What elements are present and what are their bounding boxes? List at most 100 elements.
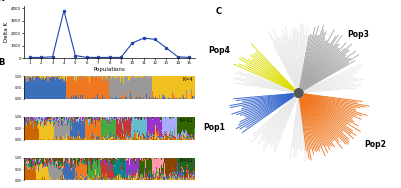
Bar [32, 121, 33, 122]
Bar [45, 120, 46, 121]
Bar [169, 176, 170, 177]
Bar [142, 76, 143, 78]
Bar [172, 158, 173, 165]
Bar [180, 138, 181, 139]
Bar [64, 117, 65, 120]
Bar [39, 77, 40, 78]
Bar [178, 178, 179, 180]
Bar [66, 161, 67, 162]
Bar [162, 137, 163, 138]
Bar [120, 174, 121, 177]
Bar [65, 76, 66, 99]
Bar [79, 136, 80, 139]
Bar [147, 179, 148, 180]
Bar [103, 177, 104, 179]
Bar [119, 77, 120, 98]
Bar [85, 158, 86, 159]
Bar [111, 178, 113, 179]
Bar [98, 117, 99, 121]
Bar [65, 161, 66, 162]
Bar [38, 129, 39, 140]
Bar [141, 76, 142, 77]
Bar [62, 119, 63, 121]
Bar [128, 122, 129, 135]
Bar [184, 138, 185, 139]
Bar [88, 77, 89, 99]
Bar [69, 139, 70, 140]
Bar [130, 89, 131, 93]
Bar [189, 176, 190, 177]
Bar [151, 158, 152, 177]
Bar [58, 117, 59, 120]
Bar [43, 139, 44, 140]
Bar [139, 178, 140, 180]
Bar [99, 78, 100, 98]
Bar [61, 122, 62, 125]
Bar [190, 76, 191, 99]
Bar [170, 165, 172, 166]
Bar [172, 165, 173, 166]
Bar [25, 159, 26, 160]
Bar [75, 76, 76, 77]
Bar [123, 179, 124, 180]
Bar [110, 76, 111, 97]
Bar [181, 135, 182, 137]
Bar [45, 121, 46, 122]
Bar [48, 166, 49, 179]
Bar [192, 167, 193, 169]
Bar [188, 171, 189, 174]
Bar [42, 161, 43, 170]
Bar [158, 175, 159, 176]
Bar [99, 76, 100, 78]
Bar [86, 77, 87, 99]
Bar [65, 158, 66, 159]
Bar [170, 173, 172, 178]
Bar [53, 160, 54, 161]
Bar [120, 163, 121, 174]
Bar [71, 126, 72, 130]
Bar [113, 134, 114, 137]
Bar [38, 159, 39, 162]
Bar [71, 138, 72, 140]
Bar [29, 164, 30, 166]
Bar [86, 118, 87, 121]
Bar [118, 158, 119, 159]
Bar [33, 158, 34, 159]
Bar [109, 76, 110, 97]
Bar [170, 76, 172, 98]
Bar [128, 173, 129, 175]
Bar [180, 97, 181, 99]
Bar [124, 158, 126, 178]
Bar [85, 118, 86, 119]
Bar [119, 158, 120, 173]
Bar [89, 117, 90, 119]
Bar [62, 166, 63, 169]
Bar [101, 160, 102, 161]
Bar [150, 136, 151, 139]
Bar [92, 164, 93, 165]
Bar [67, 139, 68, 140]
Bar [113, 118, 114, 120]
Bar [54, 139, 55, 140]
Bar [134, 162, 135, 172]
Bar [33, 129, 34, 140]
Bar [156, 159, 157, 167]
Bar [39, 117, 40, 118]
Bar [139, 97, 140, 99]
Bar [157, 173, 158, 176]
Bar [49, 161, 50, 162]
Bar [123, 84, 124, 96]
Bar [93, 159, 94, 160]
Bar [61, 119, 62, 120]
Bar [50, 76, 51, 77]
Bar [145, 138, 146, 139]
Bar [34, 117, 35, 118]
Bar [188, 158, 189, 167]
Bar [191, 117, 192, 134]
Bar [186, 170, 187, 171]
Bar [184, 98, 185, 99]
Bar [146, 137, 147, 139]
Bar [190, 176, 191, 178]
Bar [109, 139, 110, 140]
Bar [93, 117, 94, 119]
